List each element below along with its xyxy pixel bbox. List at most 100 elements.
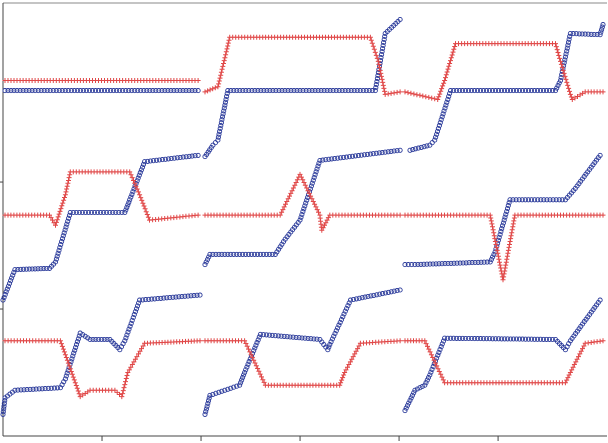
data-point [414,386,420,392]
data-point [497,259,502,265]
data-point [132,309,138,315]
data-point [472,336,478,342]
data-point [62,352,68,358]
data-point [382,149,388,155]
data-point [442,105,448,111]
data-point [475,259,481,265]
data-point [296,335,302,341]
data-point [142,206,148,212]
data-point [555,50,561,55]
data-point [345,364,350,370]
data-point [450,49,456,55]
data-point [15,387,21,393]
data-point [228,251,234,257]
data-point [439,341,445,347]
data-point [465,88,472,94]
data-point [421,144,427,150]
data-point [499,226,505,232]
data-point [136,300,142,306]
data-point [186,88,192,94]
data-point [77,88,83,94]
data-point [123,207,129,213]
data-point [311,336,317,342]
data-point [402,89,408,95]
data-point [270,88,276,94]
data-point [500,277,506,283]
data-point [385,149,391,155]
data-point [338,155,344,161]
data-point [26,88,32,94]
data-point [558,58,563,64]
data-point [402,262,408,268]
data-point [150,158,157,164]
data-point [438,117,444,123]
data-point [528,197,535,203]
data-point [397,338,403,344]
data-point [205,400,211,407]
data-point [69,371,75,377]
data-point [104,209,110,216]
data-point [65,180,71,186]
data-point [433,134,439,140]
data-point [407,397,413,403]
data-point [528,336,535,342]
data-point [254,340,260,346]
data-point [60,346,66,352]
data-point [288,190,294,196]
data-point [437,91,443,97]
data-point [445,260,451,267]
data-point [98,336,105,343]
data-point [180,154,186,160]
data-point [289,188,295,194]
data-point [129,191,135,197]
data-point [294,177,300,183]
data-point [216,78,222,84]
data-point [556,197,562,203]
data-point [374,76,380,82]
data-point [282,88,288,94]
data-point [41,88,47,94]
data-point [435,97,441,102]
data-point [249,88,255,94]
data-point [70,374,76,380]
data-point [425,343,430,349]
data-point [89,88,96,94]
data-point [182,293,188,299]
data-point [516,336,523,342]
data-point [555,82,561,89]
data-point [457,88,463,94]
data-point [33,386,39,392]
data-point [445,335,451,341]
data-point [68,88,74,94]
data-point [73,383,79,388]
data-point [377,291,383,297]
data-point [327,342,333,348]
data-point [509,227,515,233]
data-point [65,218,71,224]
data-point [60,233,66,239]
data-point [26,266,32,272]
series-1 [2,34,606,400]
data-point [429,140,435,146]
data-point [86,88,93,94]
data-point [568,94,574,100]
data-point [460,335,466,341]
data-point [66,215,72,221]
data-point [447,90,453,97]
data-point [501,217,507,223]
data-point [237,382,243,388]
data-point [397,147,403,153]
data-point [64,183,70,189]
data-point [101,209,107,216]
data-point [136,172,142,178]
data-point [391,288,397,294]
data-point [309,88,315,94]
data-point [167,295,173,301]
data-point [210,251,216,257]
data-point [557,55,563,61]
data-point [559,197,565,203]
data-point [413,146,419,152]
data-point [433,261,439,267]
data-point [12,267,18,273]
data-point [207,251,213,257]
